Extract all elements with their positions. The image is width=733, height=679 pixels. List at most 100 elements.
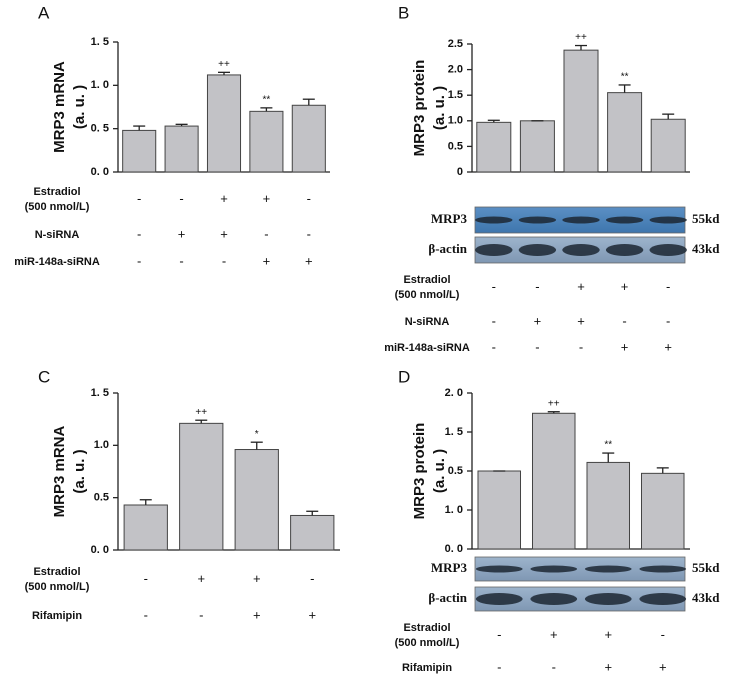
bar bbox=[179, 422, 224, 551]
y-tick-label: 1.0 bbox=[448, 115, 463, 127]
bar bbox=[291, 104, 326, 173]
blot-size: 43kd bbox=[692, 590, 720, 605]
y-tick-label: 2.0 bbox=[448, 64, 463, 76]
condition-sign: + bbox=[604, 659, 612, 674]
blot-band bbox=[605, 216, 644, 224]
condition-sign: + bbox=[659, 659, 667, 674]
condition-label: Estradiol bbox=[403, 274, 450, 286]
condition-label: (500 nmol/L) bbox=[395, 289, 460, 301]
bar bbox=[650, 118, 686, 173]
blot-band bbox=[530, 593, 578, 605]
blot-size: 43kd bbox=[692, 241, 720, 256]
y-axis-label: (a. u. ) bbox=[71, 449, 88, 493]
blot-band bbox=[584, 593, 632, 605]
significance-marker: ++ bbox=[575, 32, 587, 43]
condition-sign: + bbox=[664, 339, 672, 354]
bar bbox=[123, 504, 168, 551]
y-tick-label: 0. 0 bbox=[91, 166, 109, 178]
y-axis-label: (a. u. ) bbox=[431, 449, 448, 493]
bar bbox=[206, 74, 242, 173]
significance-marker: ** bbox=[604, 440, 612, 451]
condition-sign: + bbox=[220, 226, 228, 241]
y-axis-label: (a. u. ) bbox=[431, 86, 448, 130]
y-tick-label: 0.5 bbox=[448, 465, 463, 477]
condition-sign: + bbox=[253, 607, 261, 622]
condition-sign: - bbox=[199, 607, 203, 622]
y-tick-label: 2. 0 bbox=[445, 387, 463, 399]
significance-marker: ++ bbox=[548, 398, 560, 409]
y-tick-label: 1. 5 bbox=[445, 426, 463, 438]
y-axis-label: MRP3 mRNA bbox=[51, 425, 68, 517]
y-tick-label: 0.5 bbox=[94, 492, 109, 504]
blot-band bbox=[639, 593, 687, 605]
blot-band bbox=[605, 244, 644, 256]
blot-band bbox=[639, 565, 687, 573]
condition-sign: - bbox=[535, 279, 539, 294]
condition-sign: + bbox=[253, 571, 261, 586]
blot-band bbox=[584, 565, 632, 573]
blot-band bbox=[475, 244, 513, 256]
bar bbox=[563, 49, 599, 173]
y-tick-label: 0. 0 bbox=[91, 544, 109, 556]
condition-sign: + bbox=[550, 627, 558, 642]
bar bbox=[640, 472, 685, 550]
panel-label: C bbox=[38, 367, 50, 386]
bar bbox=[519, 120, 555, 173]
condition-sign: - bbox=[264, 226, 268, 241]
blot-band bbox=[518, 244, 557, 256]
blot-size: 55kd bbox=[692, 211, 720, 226]
condition-sign: - bbox=[137, 253, 141, 268]
condition-sign: - bbox=[144, 607, 148, 622]
bar bbox=[477, 470, 522, 550]
y-axis-label: (a. u. ) bbox=[71, 85, 88, 129]
bar bbox=[164, 125, 199, 173]
bar bbox=[607, 92, 643, 173]
condition-label: (500 nmol/L) bbox=[25, 581, 90, 593]
condition-label: Rifamipin bbox=[32, 610, 82, 622]
condition-sign: - bbox=[307, 191, 311, 206]
condition-sign: - bbox=[497, 659, 501, 674]
condition-sign: - bbox=[535, 339, 539, 354]
blot-label: MRP3 bbox=[431, 211, 468, 226]
y-tick-label: 0.5 bbox=[448, 140, 463, 152]
condition-sign: - bbox=[137, 226, 141, 241]
condition-label: Estradiol bbox=[403, 622, 450, 634]
y-tick-label: 1.5 bbox=[448, 89, 463, 101]
condition-sign: - bbox=[144, 571, 148, 586]
y-tick-label: 1. 0 bbox=[445, 504, 463, 516]
blot-band bbox=[530, 565, 578, 573]
y-tick-label: 0 bbox=[457, 166, 463, 178]
y-tick-label: 1.0 bbox=[94, 439, 109, 451]
y-tick-label: 0. 5 bbox=[91, 123, 109, 135]
condition-sign: + bbox=[308, 607, 316, 622]
condition-sign: - bbox=[492, 279, 496, 294]
bar bbox=[586, 461, 631, 550]
bar bbox=[122, 129, 157, 173]
y-tick-label: 0. 0 bbox=[445, 543, 463, 555]
y-tick-label: 1. 5 bbox=[91, 36, 109, 48]
blot-label: β-actin bbox=[428, 241, 467, 256]
condition-sign: + bbox=[197, 571, 205, 586]
blot-label: β-actin bbox=[428, 590, 467, 605]
condition-label: miR-148a-siRNA bbox=[14, 256, 100, 268]
condition-sign: + bbox=[263, 191, 271, 206]
significance-marker: ** bbox=[621, 72, 629, 83]
condition-sign: - bbox=[579, 339, 583, 354]
y-axis-label: MRP3 protein bbox=[411, 423, 428, 520]
condition-label: Estradiol bbox=[33, 186, 80, 198]
significance-marker: ++ bbox=[195, 407, 207, 418]
condition-sign: - bbox=[307, 226, 311, 241]
condition-sign: + bbox=[263, 253, 271, 268]
condition-sign: - bbox=[622, 313, 626, 328]
blot-band bbox=[649, 244, 687, 256]
condition-sign: - bbox=[552, 659, 556, 674]
condition-sign: + bbox=[577, 313, 585, 328]
condition-sign: - bbox=[666, 313, 670, 328]
blot-size: 55kd bbox=[692, 560, 720, 575]
condition-sign: - bbox=[661, 627, 665, 642]
y-axis-label: MRP3 protein bbox=[411, 60, 428, 157]
condition-sign: - bbox=[179, 191, 183, 206]
blot-label: MRP3 bbox=[431, 560, 468, 575]
condition-sign: + bbox=[621, 279, 629, 294]
